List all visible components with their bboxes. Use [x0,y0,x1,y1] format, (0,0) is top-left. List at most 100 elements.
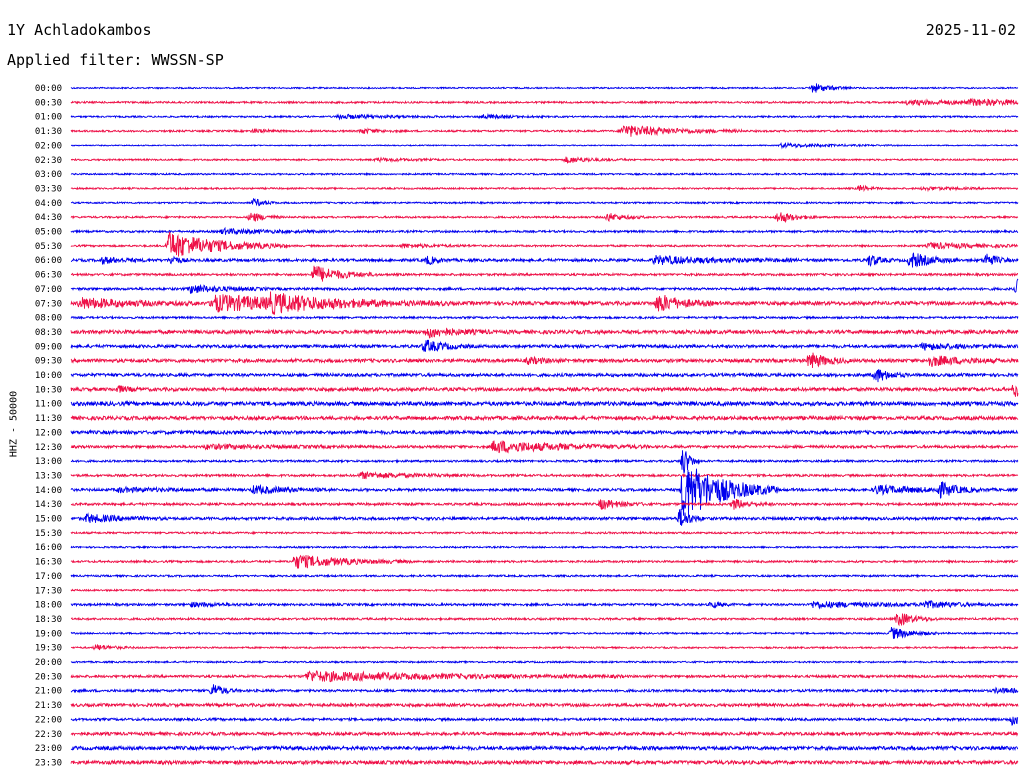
seismic-trace-0100 [70,113,1019,121]
row-time-label: 03:30 [35,184,62,194]
seismic-trace-0400 [70,197,1019,207]
row-time-label: 23:30 [35,758,62,768]
seismic-trace-0900 [70,339,1019,352]
row-time-label: 15:00 [35,515,62,525]
row-time-label: 13:00 [35,457,62,467]
row-time-label: 14:00 [35,486,62,496]
seismic-trace-1700 [70,573,1019,579]
seismic-trace-0630 [70,265,1019,282]
seismic-trace-0200 [70,141,1019,150]
row-time-label: 05:30 [35,242,62,252]
row-time-label: 04:00 [35,199,62,209]
seismic-trace-0800 [70,314,1019,321]
seismic-trace-1330 [70,470,1019,480]
row-time-label: 17:30 [35,586,62,596]
row-time-label: 20:30 [35,672,62,682]
row-time-label: 22:00 [35,715,62,725]
seismic-trace-2100 [70,684,1019,695]
seismic-trace-0530 [70,231,1019,257]
row-time-label: 19:30 [35,644,62,654]
row-time-label: 13:30 [35,471,62,481]
seismic-trace-1030 [70,384,1019,397]
seismic-trace-2330 [70,758,1019,766]
row-time-label: 16:00 [35,543,62,553]
seismic-trace-0930 [70,352,1019,368]
row-time-label: 22:30 [35,730,62,740]
row-time-label: 10:30 [35,385,62,395]
seismic-trace-0230 [70,156,1018,164]
seismic-trace-1530 [70,530,1019,536]
seismic-trace-1400 [70,468,1019,516]
seismic-trace-0430 [70,212,1019,224]
row-time-label: 17:00 [35,572,62,582]
seismic-trace-1930 [71,644,1019,651]
seismic-trace-1200 [70,428,1019,436]
seismic-trace-1900 [70,626,1019,639]
row-time-label: 01:00 [35,113,62,123]
row-time-label: 05:00 [35,228,62,238]
row-time-label: 12:00 [35,428,62,438]
seismic-trace-2030 [70,670,1019,683]
seismic-trace-0830 [70,327,1019,339]
row-time-label: 23:00 [35,744,62,754]
row-time-label: 14:30 [35,500,62,510]
seismic-trace-0500 [70,226,1019,236]
row-time-label: 10:00 [35,371,62,381]
seismic-trace-1130 [70,414,1019,422]
row-time-label: 07:00 [35,285,62,295]
row-time-label: 08:00 [35,314,62,324]
row-time-label: 18:30 [35,615,62,625]
row-time-label: 00:30 [35,98,62,108]
row-time-label: 15:30 [35,529,62,539]
row-time-label: 07:30 [35,299,62,309]
seismic-trace-0130 [70,125,1019,137]
seismic-trace-1000 [70,369,1019,383]
seismic-trace-1630 [70,554,1019,569]
seismic-trace-1300 [70,450,1019,474]
seismic-trace-0730 [70,291,1019,315]
seismic-trace-0300 [70,171,1019,177]
seismic-trace-0030 [70,97,1019,107]
station-title: 1Y Achladokambos [7,21,152,39]
row-time-label: 09:30 [35,357,62,367]
seismic-trace-0330 [70,184,1019,193]
row-time-label: 19:00 [35,629,62,639]
seismic-trace-0600 [70,252,1019,268]
seismic-trace-1500 [70,508,1019,526]
row-time-label: 21:30 [35,701,62,711]
row-time-label: 21:00 [35,687,62,697]
seismic-trace-0000 [70,83,1019,93]
seismic-trace-2230 [70,730,1019,737]
row-time-label: 16:30 [35,558,62,568]
row-time-label: 02:30 [35,156,62,166]
row-time-label: 01:30 [35,127,62,137]
seismic-trace-1430 [70,498,1019,510]
row-time-label: 00:00 [35,84,62,94]
seismic-trace-1730 [70,588,1019,593]
row-time-label: 06:00 [35,256,62,266]
seismic-trace-2000 [70,659,1019,665]
row-time-label: 20:00 [35,658,62,668]
seismic-trace-2300 [70,744,1019,752]
seismic-trace-1100 [70,399,1019,408]
seismic-trace-1800 [70,599,1019,610]
filter-label: Applied filter: WWSSN-SP [7,51,224,69]
row-time-label: 18:00 [35,601,62,611]
row-time-label: 11:30 [35,414,62,424]
row-time-label: 06:30 [35,271,62,281]
seismic-trace-0700 [70,278,1019,294]
seismic-trace-1600 [70,544,1019,550]
row-time-label: 03:00 [35,170,62,180]
row-time-label: 09:00 [35,342,62,352]
seismic-trace-2130 [70,701,1019,709]
seismic-trace-1830 [70,613,1019,627]
row-time-label: 11:00 [35,400,62,410]
seismic-trace-2200 [70,716,1019,726]
plot-date: 2025-11-02 [925,21,1016,39]
row-time-label: 08:30 [35,328,62,338]
row-time-label: 02:00 [35,141,62,151]
seismic-trace-1230 [70,440,1019,454]
row-time-label: 12:30 [35,443,62,453]
row-time-label: 04:30 [35,213,62,223]
